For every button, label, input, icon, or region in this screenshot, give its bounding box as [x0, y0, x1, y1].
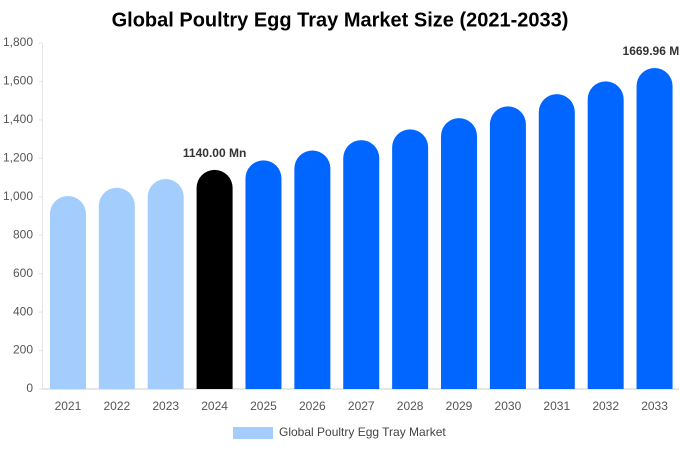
data-label: 1140.00 Mn: [183, 146, 246, 160]
bar: [392, 129, 429, 389]
x-tick-label: 2023: [152, 399, 179, 413]
bar: [441, 118, 478, 389]
bar: [147, 178, 184, 389]
bar: [538, 94, 575, 390]
x-tick-label: 2025: [250, 399, 277, 413]
x-tick-label: 2024: [201, 399, 228, 413]
bar: [294, 150, 331, 389]
x-tick-label: 2032: [592, 399, 619, 413]
y-tick-label: 1,400: [3, 112, 33, 126]
bar: [196, 169, 233, 389]
y-tick-label: 600: [13, 266, 33, 280]
bar: [98, 187, 135, 389]
y-tick-label: 800: [13, 227, 33, 241]
legend-swatch: [233, 427, 273, 439]
x-tick-label: 2021: [55, 399, 82, 413]
y-tick-label: 200: [13, 343, 33, 357]
y-tick-label: 0: [26, 381, 33, 395]
y-tick-label: 1,600: [3, 74, 33, 88]
x-tick-label: 2031: [543, 399, 570, 413]
bar: [343, 140, 380, 389]
x-tick-label: 2026: [299, 399, 326, 413]
y-tick-label: 400: [13, 304, 33, 318]
x-tick-label: 2027: [348, 399, 375, 413]
data-label: 1669.96 Mn: [623, 44, 680, 58]
x-tick-label: 2029: [446, 399, 473, 413]
bar: [636, 67, 673, 389]
bar: [49, 196, 86, 389]
bar: [245, 160, 282, 389]
bar: [587, 81, 624, 389]
x-tick-label: 2033: [641, 399, 668, 413]
chart-title: Global Poultry Egg Tray Market Size (202…: [112, 9, 569, 31]
bar: [489, 106, 526, 390]
x-tick-label: 2022: [103, 399, 130, 413]
x-tick-label: 2028: [397, 399, 424, 413]
y-tick-label: 1,200: [3, 151, 33, 165]
y-tick-label: 1,000: [3, 189, 33, 203]
x-tick-label: 2030: [495, 399, 522, 413]
legend-label: Global Poultry Egg Tray Market: [279, 425, 446, 439]
y-tick-label: 1,800: [3, 35, 33, 49]
